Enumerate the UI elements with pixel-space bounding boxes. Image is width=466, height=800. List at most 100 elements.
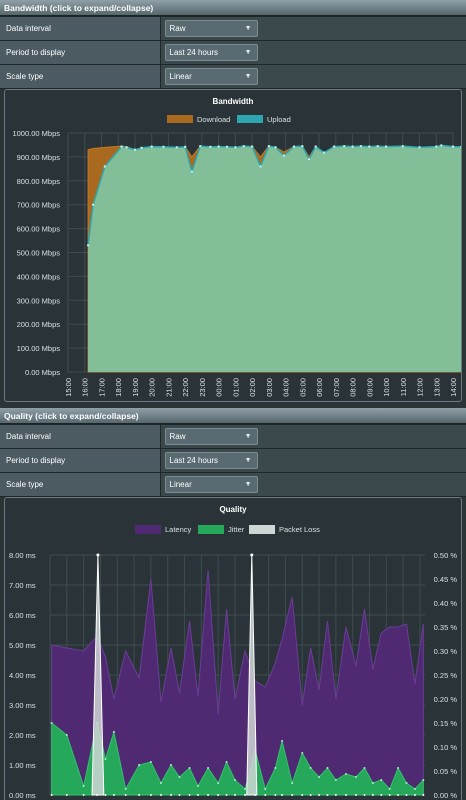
series-jitter-point — [149, 761, 152, 763]
y2-tick-label: 0.50 % — [434, 551, 458, 560]
quality-chart: Quality Latency Jitter Packet Loss 8.00 ms 7.… — [9, 505, 458, 800]
series-packet-loss-point — [233, 794, 236, 796]
series-packet-loss-point — [170, 794, 173, 796]
series-packet-loss-point — [250, 553, 254, 557]
series-jitter-point — [363, 767, 366, 769]
quality-period-select[interactable]: Last 24 hours ▼ — [164, 452, 258, 469]
quality-scale-type-select[interactable]: Linear ▼ — [164, 476, 258, 493]
series-upload-point — [91, 203, 95, 206]
series-upload-point — [259, 165, 262, 168]
series-upload-point — [175, 146, 179, 149]
series-packet-loss-point — [112, 794, 115, 796]
series-jitter-point — [124, 788, 127, 790]
series-jitter-point — [207, 767, 210, 769]
series-jitter-point — [138, 764, 141, 766]
quality-data-interval-select[interactable]: Raw ▼ — [164, 428, 258, 445]
x-tick-label: 14:00 — [449, 378, 458, 397]
legend-label-jitter: Jitter — [228, 525, 245, 534]
quality-section: Quality (click to expand/collapse) Data … — [0, 408, 466, 800]
series-upload-area — [88, 145, 462, 372]
chevron-down-icon: ▼ — [244, 433, 252, 440]
bandwidth-period-select[interactable]: Last 24 hours ▼ — [164, 44, 258, 61]
chart-title: Quality — [219, 505, 247, 514]
series-jitter-point — [104, 758, 107, 760]
series-packet-loss-point — [254, 794, 257, 796]
series-packet-loss-point — [65, 794, 68, 796]
series-packet-loss-point — [82, 794, 85, 796]
series-latency-area — [51, 569, 424, 796]
series-jitter-point — [244, 788, 247, 790]
legend-label-latency: Latency — [165, 525, 192, 534]
series-jitter-point — [225, 761, 228, 763]
series-jitter-point — [188, 767, 191, 769]
x-tick-label: 00:00 — [215, 378, 224, 397]
chart-title: Bandwidth — [213, 97, 254, 106]
bandwidth-settings-table: Data interval Raw ▼ Period to display Las… — [0, 16, 466, 89]
y-tick-label: 1.00 ms — [9, 761, 36, 770]
x-tick-label: 16:00 — [81, 378, 90, 397]
period-to-display-label: Period to display — [0, 448, 161, 473]
bandwidth-data-interval-select[interactable]: Raw ▼ — [164, 20, 258, 37]
series-packet-loss-point — [363, 794, 366, 796]
series-packet-loss-point — [188, 794, 191, 796]
x-tick-label: 15:00 — [64, 378, 73, 397]
series-upload-point — [190, 170, 194, 173]
series-jitter-point — [112, 731, 115, 733]
y-tick-label: 800.00 Mbps — [17, 177, 61, 186]
series-jitter-point — [274, 767, 277, 769]
y2-tick-label: 0.40 % — [434, 599, 458, 608]
series-jitter-point — [380, 779, 383, 781]
series-upload-point — [301, 144, 304, 148]
legend-swatch-latency — [135, 525, 161, 534]
series-packet-loss-point — [244, 794, 247, 796]
series-packet-loss-point — [178, 794, 181, 796]
bandwidth-scale-type-row: Scale type Linear ▼ — [0, 64, 466, 89]
series-jitter-point — [344, 773, 347, 775]
data-interval-label: Data interval — [0, 16, 161, 41]
series-upload-point — [140, 146, 143, 150]
series-upload-point — [103, 165, 107, 168]
scale-type-label: Scale type — [0, 472, 161, 497]
series-packet-loss-point — [96, 794, 99, 796]
bandwidth-period-row: Period to display Last 24 hours ▼ — [0, 40, 466, 65]
quality-section-header[interactable]: Quality (click to expand/collapse) — [0, 408, 466, 424]
series-upload-point — [250, 145, 254, 148]
x-tick-label: 08:00 — [349, 378, 358, 397]
x-tick-label: 19:00 — [131, 378, 140, 397]
bandwidth-section-header[interactable]: Bandwidth (click to expand/collapse) — [0, 0, 466, 16]
series-packet-loss-spike — [246, 554, 258, 796]
x-tick-label: 04:00 — [282, 378, 291, 397]
series-packet-loss-point — [397, 794, 400, 796]
y-tick-label: 100.00 Mbps — [17, 344, 61, 353]
quality-chart-panel: Quality Latency Jitter Packet Loss 8.00 ms 7.… — [4, 497, 462, 800]
series-jitter-point — [371, 782, 374, 784]
series-packet-loss-point — [138, 794, 141, 796]
series-upload-point — [234, 146, 237, 149]
series-upload-point — [314, 145, 317, 148]
series-packet-loss-point — [344, 794, 347, 796]
series-packet-loss-point — [264, 794, 267, 796]
y-tick-label: 500.00 Mbps — [17, 249, 61, 258]
series-upload-point — [376, 144, 379, 148]
series-packet-loss-point — [309, 794, 312, 796]
y-tick-label: 600.00 Mbps — [17, 225, 61, 234]
series-upload-point — [225, 145, 229, 149]
series-packet-loss-point — [50, 794, 53, 796]
quality-settings-table: Data interval Raw ▼ Period to display Las… — [0, 424, 466, 497]
series-upload-point — [282, 154, 286, 157]
scale-type-label: Scale type — [0, 64, 161, 89]
series-upload-point — [120, 145, 123, 148]
x-tick-label: 17:00 — [97, 378, 106, 397]
series-upload-point — [307, 158, 311, 161]
series-upload-point — [440, 144, 443, 147]
chevron-down-icon: ▼ — [244, 481, 252, 488]
bandwidth-scale-type-select[interactable]: Linear ▼ — [164, 68, 258, 85]
series-jitter-point — [413, 788, 416, 790]
series-upload-point — [401, 144, 404, 148]
series-jitter-point — [388, 788, 391, 790]
bandwidth-data-interval-row: Data interval Raw ▼ — [0, 16, 466, 41]
y-tick-label: 8.00 ms — [9, 551, 36, 560]
series-upload-point — [125, 146, 128, 149]
series-packet-loss-point — [318, 794, 321, 796]
series-jitter-point — [233, 779, 236, 781]
